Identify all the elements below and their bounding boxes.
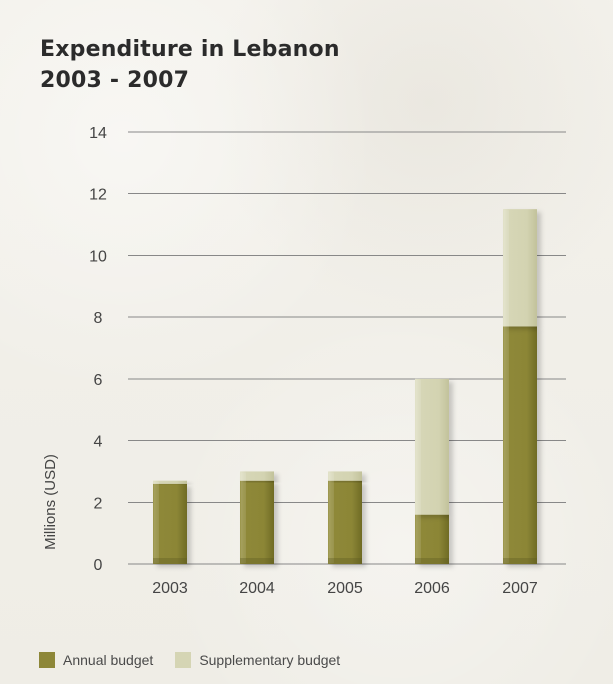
bar-supplementary-budget-2006 xyxy=(415,378,449,515)
y-tick-label-2: 2 xyxy=(94,495,103,512)
y-axis-title: Millions (USD) xyxy=(42,454,59,550)
bar-base-shade-2003 xyxy=(153,558,187,564)
legend-label-annual-budget: Annual budget xyxy=(63,652,154,668)
x-tick-label-2005: 2005 xyxy=(327,580,363,597)
bar-layer xyxy=(153,209,537,564)
legend-item-annual-budget: Annual budget xyxy=(39,652,153,668)
x-label-layer: 2003 2004 2005 2006 2007 xyxy=(152,580,538,597)
x-tick-label-2003: 2003 xyxy=(152,580,188,597)
y-tick-label-14: 14 xyxy=(89,125,107,142)
bar-highlight-2006 xyxy=(416,379,421,563)
bar-base-shade-2005 xyxy=(328,558,362,564)
legend: Annual budget Supplementary budget xyxy=(39,652,340,668)
bar-supplementary-budget-2004 xyxy=(240,471,274,481)
bar-highlight-2003 xyxy=(154,481,159,563)
bar-highlight-2005 xyxy=(329,472,334,563)
legend-item-supplementary-budget: Supplementary budget xyxy=(175,652,340,668)
legend-swatch-annual-budget xyxy=(39,652,55,668)
bar-highlight-2004 xyxy=(241,472,246,563)
legend-label-supplementary-budget: Supplementary budget xyxy=(199,652,341,668)
chart-title-line-2: 2003 - 2007 xyxy=(40,68,190,93)
chart-title-line-1: Expenditure in Lebanon xyxy=(40,37,340,62)
y-tick-label-0: 0 xyxy=(94,557,103,574)
bar-base-shade-2004 xyxy=(240,558,274,564)
bar-base-shade-2006 xyxy=(415,558,449,564)
y-tick-label-10: 10 xyxy=(89,248,107,265)
bar-supplementary-budget-2003 xyxy=(153,480,187,484)
x-tick-label-2004: 2004 xyxy=(239,580,275,597)
bar-supplementary-budget-2007 xyxy=(503,209,537,327)
y-tick-label-12: 12 xyxy=(89,187,107,204)
bar-annual-budget-2003 xyxy=(153,483,187,564)
chart-title: Expenditure in Lebanon 2003 - 2007 xyxy=(40,34,340,96)
x-tick-label-2007: 2007 xyxy=(502,580,538,597)
y-tick-label-4: 4 xyxy=(94,434,103,451)
bar-supplementary-budget-2005 xyxy=(328,471,362,481)
bar-base-shade-2007 xyxy=(503,558,537,564)
grid-layer: 0 2 4 6 8 10 12 14 xyxy=(89,125,566,574)
y-tick-label-6: 6 xyxy=(94,372,103,389)
y-tick-label-8: 8 xyxy=(94,310,103,327)
bar-annual-budget-2004 xyxy=(240,480,274,564)
bar-annual-budget-2005 xyxy=(328,480,362,564)
x-tick-label-2006: 2006 xyxy=(414,580,450,597)
bar-annual-budget-2007 xyxy=(503,326,537,564)
bar-annual-budget-2006 xyxy=(415,514,449,564)
bar-highlight-2007 xyxy=(504,210,509,563)
legend-swatch-supplementary-budget xyxy=(175,652,192,668)
